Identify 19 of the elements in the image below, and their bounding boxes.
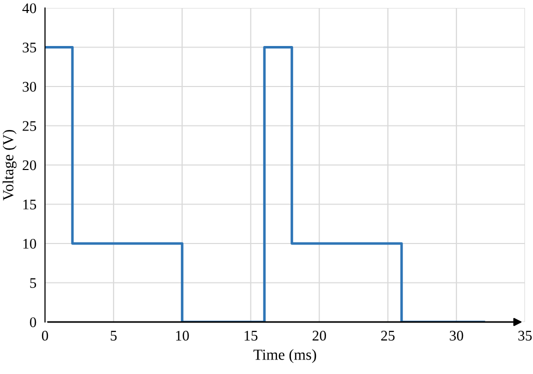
y-tick-label: 30 (22, 82, 36, 92)
x-tick-label: 5 (110, 330, 117, 341)
y-axis-title: Voltage (V) (2, 130, 17, 201)
x-tick-label: 20 (312, 330, 326, 341)
y-tick-label: 15 (23, 200, 36, 210)
y-tick-label: 40 (22, 3, 36, 14)
y-tick-label: 5 (30, 278, 36, 288)
x-tick-label: 0 (42, 330, 48, 341)
x-tick-label: 15 (244, 330, 258, 341)
y-tick-label: 20 (22, 160, 36, 170)
y-tick-label: 25 (22, 121, 36, 131)
x-tick-label: 10 (176, 330, 189, 341)
y-tick-label: 10 (23, 238, 36, 249)
x-tick-label: 30 (450, 330, 464, 341)
x-tick-label: 35 (518, 330, 532, 341)
x-tick-label: 25 (381, 330, 395, 341)
x-axis-title: Time (ms) (254, 349, 316, 363)
y-tick-label: 35 (22, 42, 36, 52)
y-tick-label: 0 (30, 317, 36, 328)
